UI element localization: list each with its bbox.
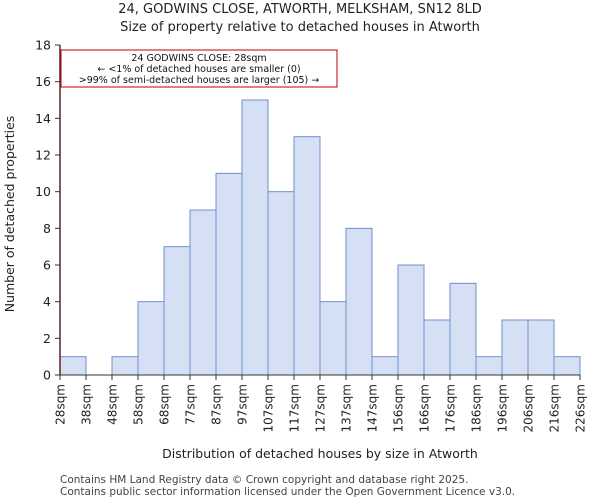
- bar-77sqm: [189, 209, 217, 376]
- x-tick-label-117sqm: 117sqm: [288, 384, 302, 432]
- x-tick-label-166sqm: 166sqm: [418, 384, 432, 432]
- bar-196sqm: [501, 319, 529, 376]
- y-tick-label-14: 14: [35, 111, 51, 126]
- chart-subtitle: Size of property relative to detached ho…: [120, 20, 480, 35]
- x-tick-label-87sqm: 87sqm: [210, 384, 224, 425]
- x-tick-label-137sqm: 137sqm: [340, 384, 354, 432]
- x-tick-label-38sqm: 38sqm: [80, 384, 94, 425]
- y-tick-label-2: 2: [43, 331, 51, 346]
- bar-216sqm: [553, 356, 581, 376]
- bar-97sqm: [241, 99, 269, 376]
- x-tick-label-186sqm: 186sqm: [470, 384, 484, 432]
- bar-206sqm: [527, 319, 555, 376]
- x-tick-label-176sqm: 176sqm: [444, 384, 458, 432]
- annotation-border: [60, 49, 338, 88]
- y-tick-label-4: 4: [43, 294, 51, 309]
- y-tick-label-16: 16: [35, 74, 51, 89]
- x-tick-label-206sqm: 206sqm: [522, 384, 536, 432]
- bar-48sqm: [111, 356, 139, 376]
- x-tick-label-226sqm: 226sqm: [574, 384, 588, 432]
- bar-117sqm: [293, 136, 321, 376]
- x-tick-label-77sqm: 77sqm: [184, 384, 198, 425]
- x-tick-label-196sqm: 196sqm: [496, 384, 510, 432]
- y-tick-label-6: 6: [43, 258, 51, 273]
- y-ticks-group: 0 2 4 6 8 10 12 14 16 18: [35, 38, 60, 383]
- chart-title: 24, GODWINS CLOSE, ATWORTH, MELKSHAM, SN…: [118, 2, 482, 17]
- y-tick-label-8: 8: [43, 221, 51, 236]
- x-ticks-group: 28sqm 38sqm 48sqm 58sqm 68sqm 77sqm 87sqm 97sqm…: [54, 375, 588, 432]
- x-tick-label-216sqm: 216sqm: [548, 384, 562, 432]
- x-tick-label-68sqm: 68sqm: [158, 384, 172, 425]
- bar-58sqm: [137, 301, 165, 376]
- x-tick-label-156sqm: 156sqm: [392, 384, 406, 432]
- bar-68sqm: [163, 246, 191, 376]
- x-axis-label: Distribution of detached houses by size …: [162, 446, 478, 461]
- footer-line-2: Contains public sector information licen…: [60, 486, 516, 498]
- x-tick-label-97sqm: 97sqm: [236, 384, 250, 425]
- x-tick-label-48sqm: 48sqm: [106, 384, 120, 425]
- y-axis-label: Number of detached properties: [2, 116, 17, 313]
- annotation-line-2: ← <1% of detached houses are smaller (0): [97, 64, 300, 75]
- x-tick-label-28sqm: 28sqm: [54, 384, 68, 425]
- x-tick-label-58sqm: 58sqm: [132, 384, 146, 425]
- x-tick-label-147sqm: 147sqm: [366, 384, 380, 432]
- annotation-box: 24 GODWINS CLOSE: 28sqm ← <1% of detache…: [60, 49, 338, 88]
- bar-147sqm: [371, 356, 399, 376]
- annotation-line-3: >99% of semi-detached houses are larger …: [79, 75, 320, 86]
- x-tick-label-107sqm: 107sqm: [262, 384, 276, 432]
- bar-28sqm: [59, 356, 87, 376]
- bar-137sqm: [345, 227, 373, 376]
- y-tick-label-12: 12: [35, 148, 51, 163]
- bar-176sqm: [449, 282, 477, 376]
- bar-87sqm: [215, 172, 243, 376]
- bars-group: [59, 45, 581, 376]
- annotation-line-1: 24 GODWINS CLOSE: 28sqm: [131, 53, 266, 64]
- bar-107sqm: [267, 191, 295, 376]
- bar-166sqm: [423, 319, 451, 376]
- y-tick-label-10: 10: [35, 184, 51, 199]
- footer-line-1: Contains HM Land Registry data © Crown c…: [60, 474, 469, 486]
- x-tick-label-127sqm: 127sqm: [314, 384, 328, 432]
- bar-156sqm: [397, 264, 425, 376]
- bar-127sqm: [319, 301, 347, 376]
- y-tick-label-18: 18: [35, 38, 51, 53]
- bar-186sqm: [475, 356, 503, 376]
- y-tick-label-0: 0: [43, 368, 51, 383]
